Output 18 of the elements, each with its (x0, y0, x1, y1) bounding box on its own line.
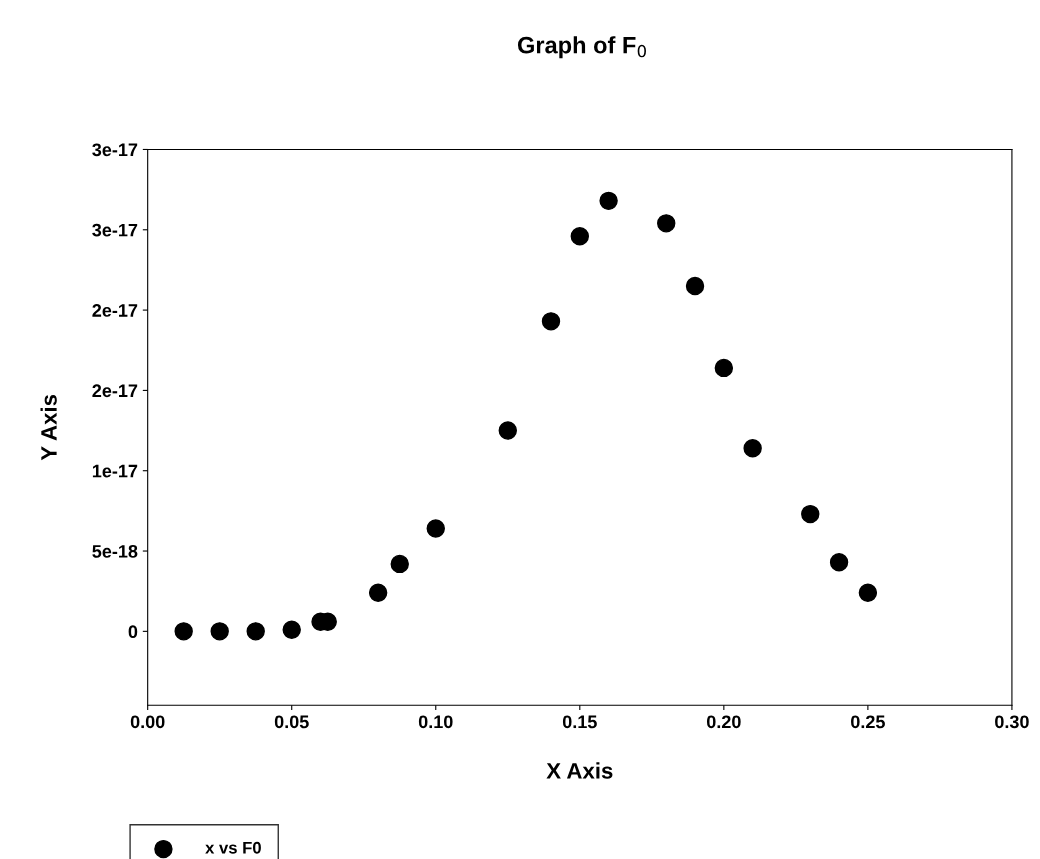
chart-title: Graph of F$_{0}$ (517, 36, 646, 59)
y-tick-label: 1e-17 (92, 464, 138, 478)
y-tick-label: 5e-18 (92, 544, 138, 558)
legend-label: x vs F0 (205, 841, 261, 854)
x-tick-label: 0.20 (706, 715, 741, 729)
x-axis-title: X Axis (546, 762, 613, 779)
y-tick-label: 3e-17 (92, 143, 138, 157)
x-tick-label: 0.30 (995, 715, 1029, 729)
y-tick-label: 3e-17 (92, 223, 138, 237)
y-tick-label: 2e-17 (92, 304, 138, 317)
y-tick-label: 0 (128, 625, 138, 639)
x-tick-label: 0.25 (851, 715, 885, 729)
x-tick-label: 0.10 (418, 715, 453, 729)
x-tick-label: 0.15 (562, 715, 597, 729)
y-tick-label: 2e-17 (92, 384, 138, 398)
x-tick-label: 0.05 (274, 715, 309, 729)
y-axis-title: Y Axis (40, 394, 57, 461)
x-tick-label: 0.00 (130, 715, 165, 729)
